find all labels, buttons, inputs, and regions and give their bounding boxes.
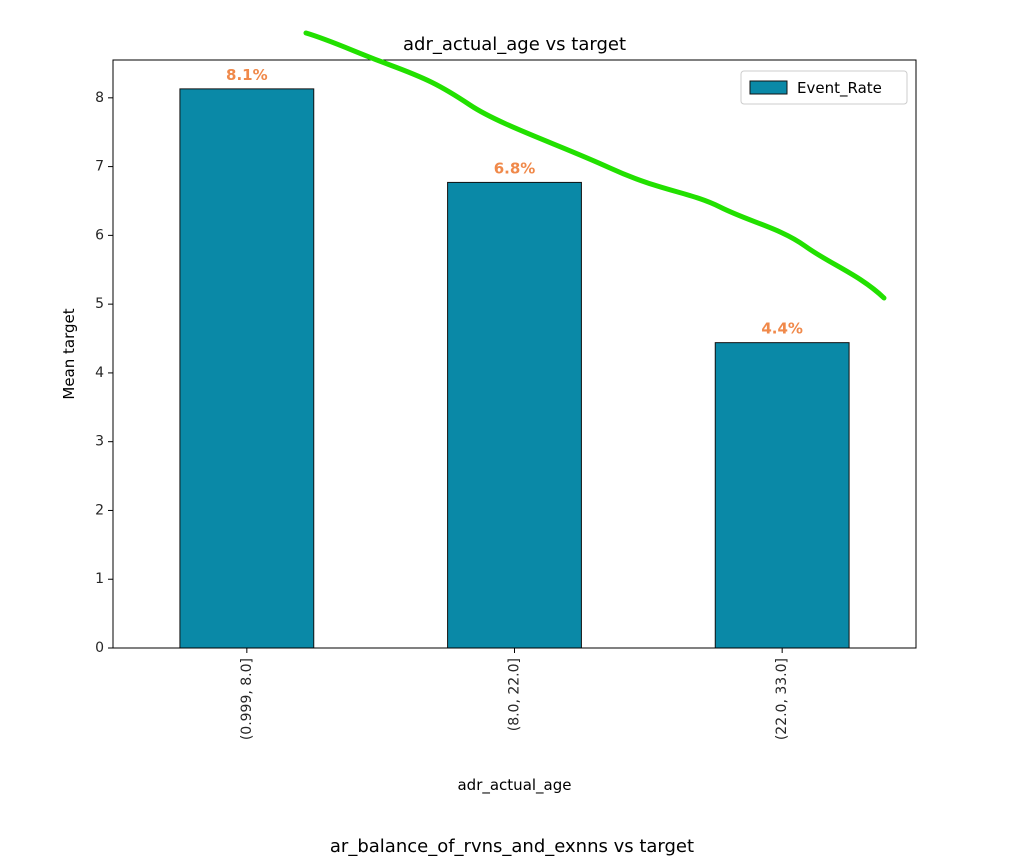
data-label: 8.1% [226, 66, 268, 84]
y-tick-label: 3 [95, 434, 104, 450]
legend-swatch [749, 80, 788, 95]
chart-title: adr_actual_age vs target [403, 34, 626, 55]
y-tick-label: 6 [95, 227, 104, 243]
legend-box [740, 70, 908, 105]
bar [179, 88, 315, 649]
legend: Event_Rate [740, 70, 908, 105]
data-label: 4.4% [761, 320, 803, 338]
bar [714, 342, 850, 649]
y-tick-label: 0 [95, 640, 104, 656]
y-tick-label: 1 [95, 571, 104, 587]
y-axis-label: Mean target [60, 308, 78, 399]
bar [447, 181, 582, 649]
x-tick-label: (0.999, 8.0] [239, 658, 255, 740]
plot-frame [112, 59, 917, 649]
hand-drawn-annotation-line [303, 30, 887, 301]
x-axis-label: adr_actual_age [457, 776, 571, 795]
y-tick-label: 5 [95, 296, 104, 312]
x-tick-label: (8.0, 22.0] [507, 658, 523, 731]
y-tick-label: 7 [95, 159, 104, 175]
y-tick-label: 4 [95, 365, 104, 381]
y-tick-label: 8 [95, 90, 104, 106]
y-tick-label: 2 [95, 502, 104, 518]
legend-label: Event_Rate [797, 79, 882, 98]
next-chart-title: ar_balance_of_rvns_and_exnns vs target [329, 836, 695, 857]
data-label: 6.8% [494, 159, 536, 177]
x-tick-label: (22.0, 33.0] [774, 658, 790, 740]
